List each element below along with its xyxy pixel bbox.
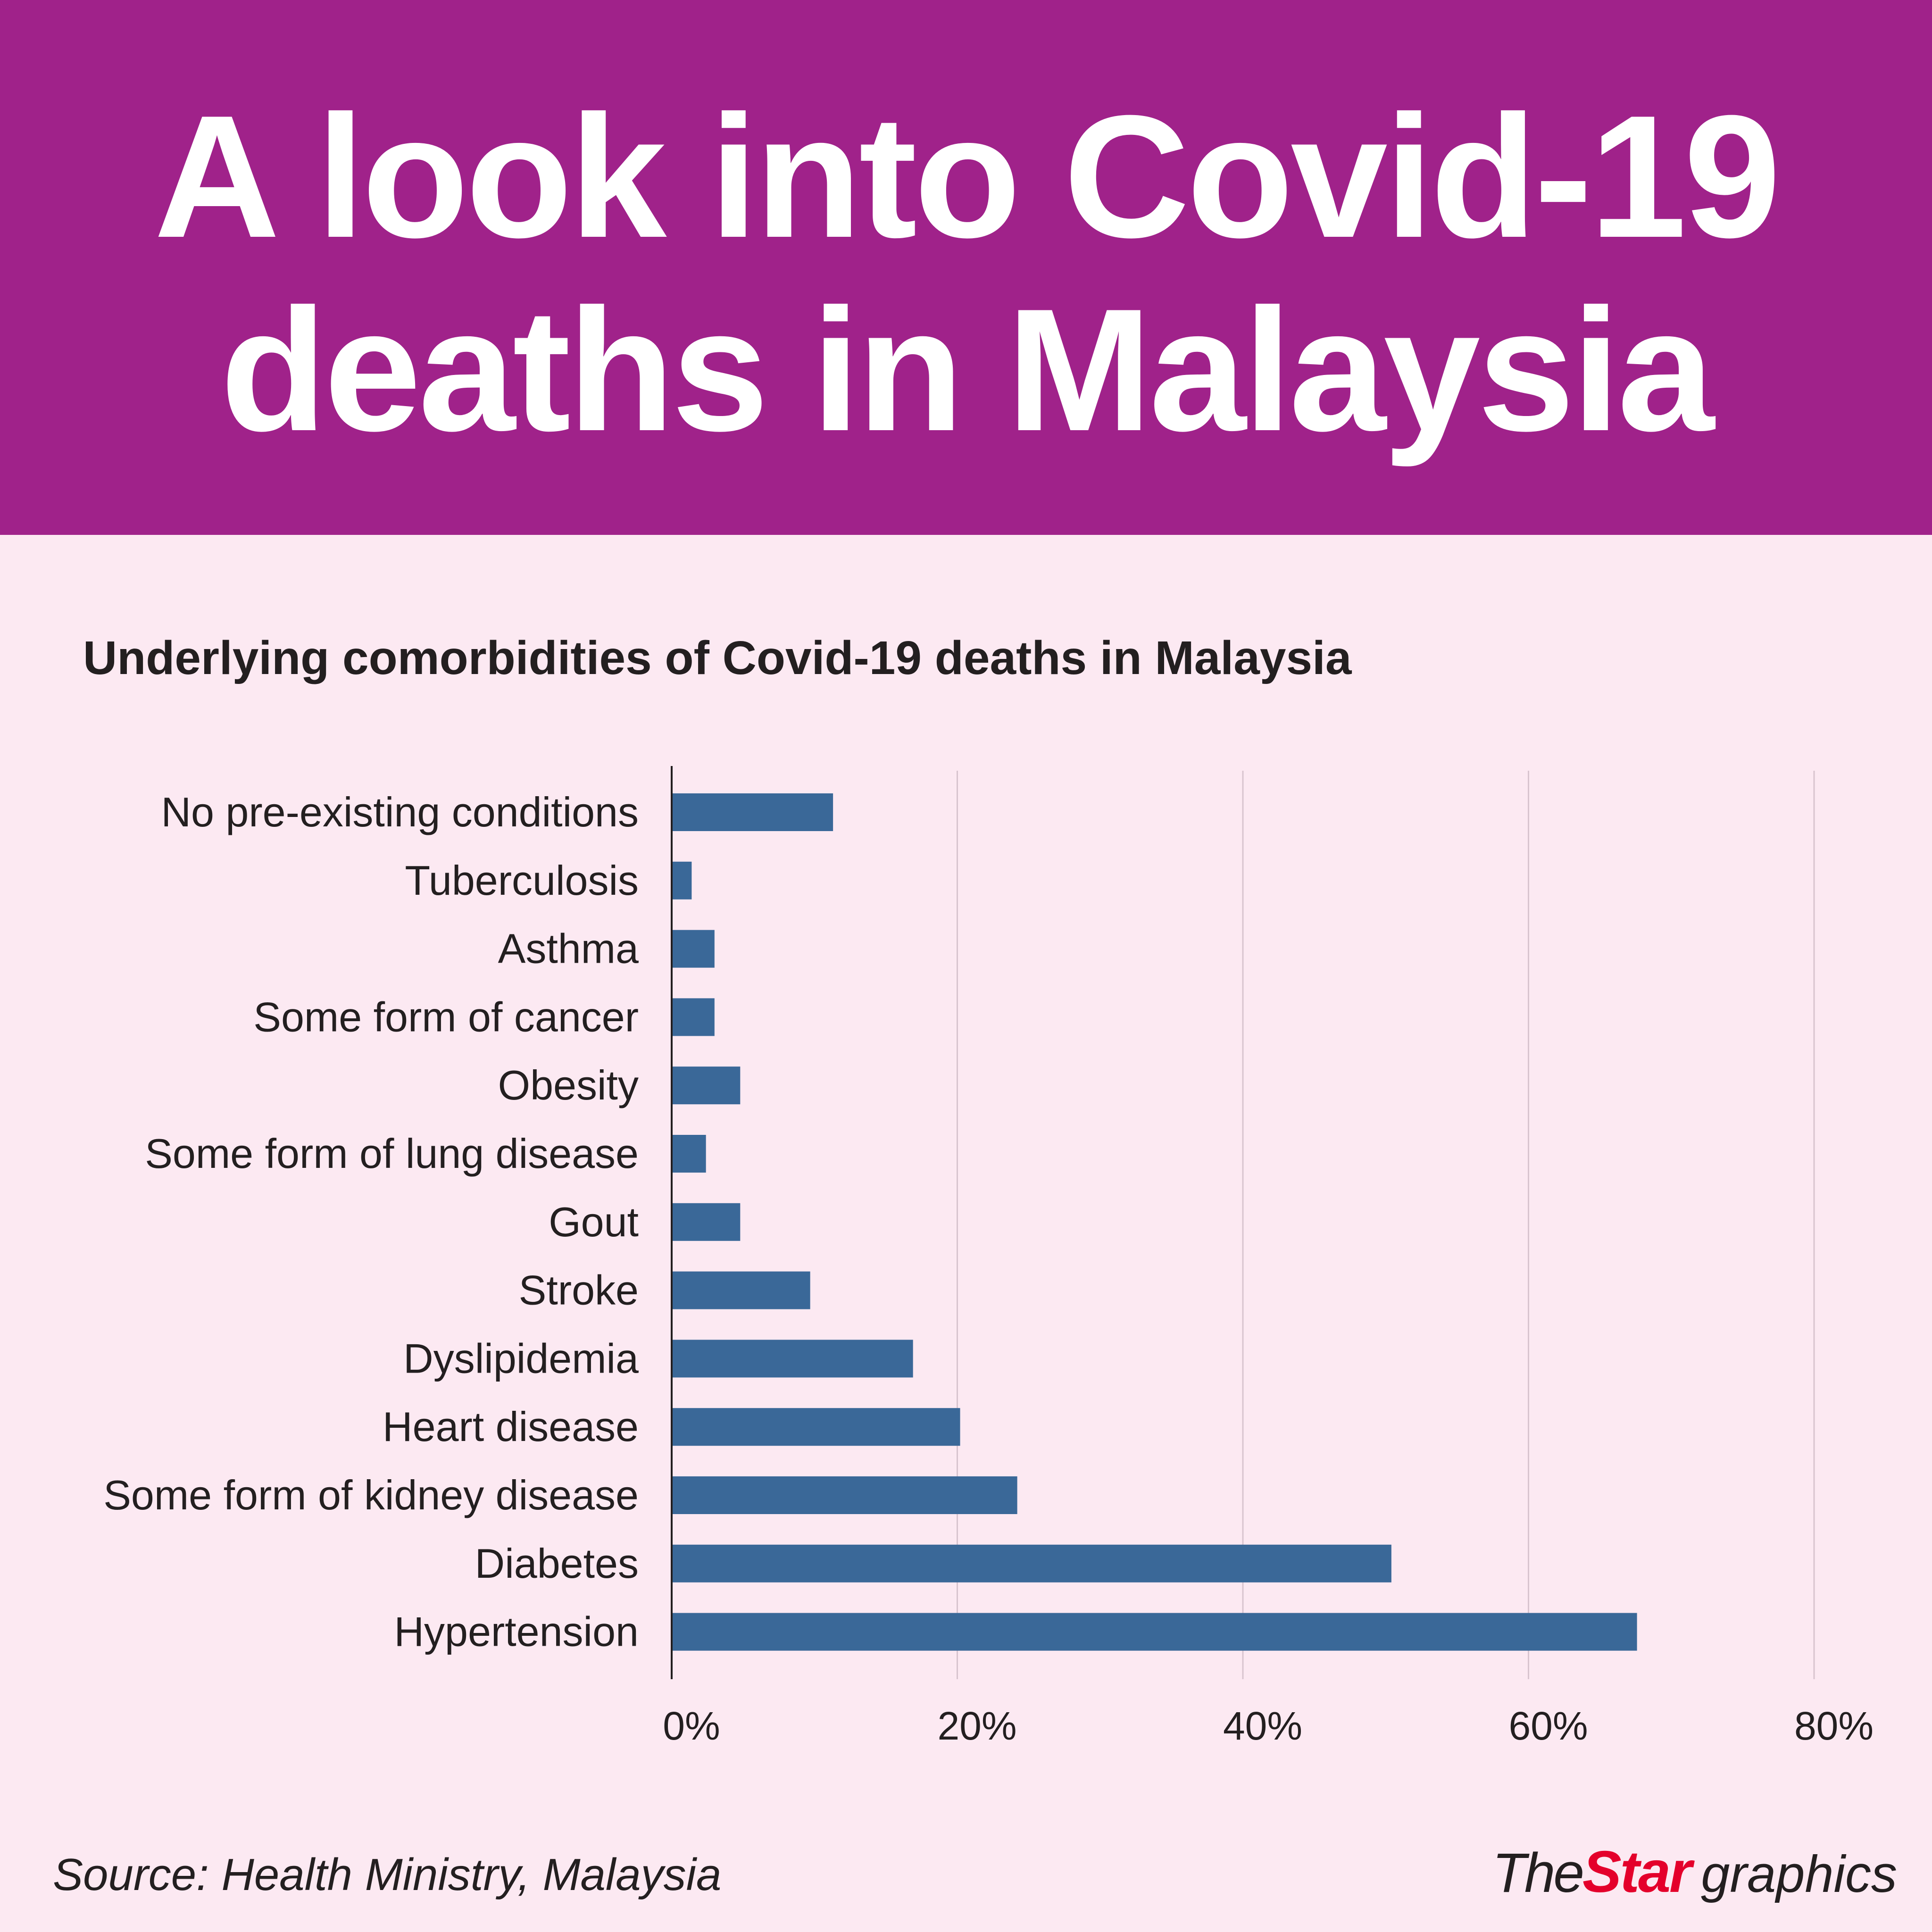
x-tick-label: 60% xyxy=(1508,1704,1588,1748)
category-label: Some form of cancer xyxy=(253,993,639,1040)
page-title: A look into Covid-19 deaths in Malaysia xyxy=(154,79,1781,467)
brand-logo: TheStar graphics xyxy=(1492,1839,1897,1906)
category-label: Obesity xyxy=(498,1062,639,1108)
brand-star: Star xyxy=(1582,1840,1692,1905)
category-label: Some form of kidney disease xyxy=(103,1472,639,1518)
bar xyxy=(672,1135,706,1173)
category-label: Dyslipidemia xyxy=(403,1335,639,1382)
category-label: Heart disease xyxy=(383,1403,639,1450)
bar xyxy=(672,793,833,831)
bar xyxy=(672,930,715,968)
category-label: No pre-existing conditions xyxy=(161,789,639,835)
bar xyxy=(672,1066,741,1105)
bar xyxy=(672,1544,1391,1582)
chart-title: Underlying comorbidities of Covid-19 dea… xyxy=(83,632,1352,684)
bar xyxy=(672,1203,741,1241)
bars xyxy=(672,793,1637,1651)
category-label: Some form of lung disease xyxy=(145,1130,639,1177)
x-tick-labels: 0% 20% 40% 60% 80% xyxy=(663,1704,1874,1748)
x-tick-label: 20% xyxy=(937,1704,1016,1748)
x-tick-label: 40% xyxy=(1223,1704,1302,1748)
bar xyxy=(672,861,692,899)
bar xyxy=(672,1476,1017,1514)
x-tick-label: 0% xyxy=(663,1704,720,1748)
bar xyxy=(672,1340,913,1378)
source-note: Source: Health Ministry, Malaysia xyxy=(53,1849,722,1900)
category-labels: No pre-existing conditions Tuberculosis As… xyxy=(103,789,639,1655)
x-tick-label: 80% xyxy=(1794,1704,1874,1748)
brand-graphics: graphics xyxy=(1701,1845,1897,1903)
category-label: Gout xyxy=(549,1199,639,1245)
bar xyxy=(672,1271,810,1309)
category-label: Diabetes xyxy=(475,1540,639,1587)
brand-the: The xyxy=(1492,1842,1584,1904)
category-label: Tuberculosis xyxy=(405,857,639,904)
bar xyxy=(672,1408,960,1446)
header-banner: A look into Covid-19 deaths in Malaysia xyxy=(0,0,1932,535)
bar xyxy=(672,1613,1637,1651)
category-label: Hypertension xyxy=(394,1608,639,1655)
category-label: Stroke xyxy=(519,1267,639,1314)
gridlines xyxy=(957,771,1815,1679)
category-label: Asthma xyxy=(498,925,639,972)
bar xyxy=(672,998,715,1036)
